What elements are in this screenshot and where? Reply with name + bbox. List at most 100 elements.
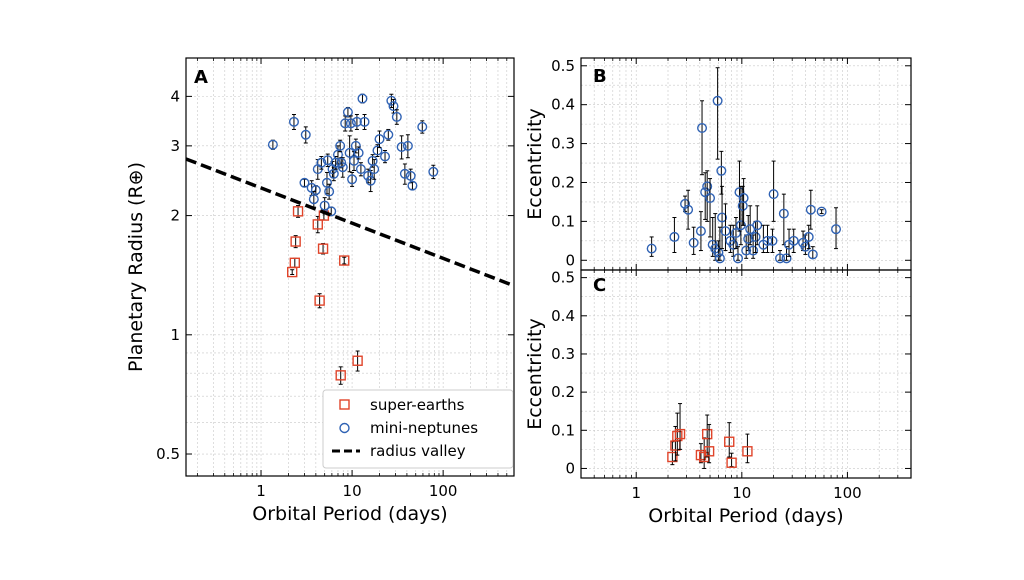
mini-neptune-point (720, 226, 731, 237)
super-earth-point (674, 428, 686, 440)
mini-neptune-point (267, 139, 278, 150)
mini-neptune-point (767, 235, 778, 246)
y-tick-label: 3 (170, 137, 180, 155)
mini-neptune-point (702, 181, 713, 192)
mini-neptune-point (775, 253, 786, 264)
super-earth-point (292, 206, 304, 217)
mini-neptune-point (355, 164, 366, 175)
mini-neptune-point (428, 166, 439, 177)
legend-label-mini-neptunes: mini-neptunes (370, 419, 478, 437)
mini-neptune-point (399, 168, 410, 179)
mini-neptune-point (380, 151, 391, 162)
y-axis-title: Planetary Radius (R⊕) (125, 162, 147, 372)
mini-neptune-point (322, 155, 333, 166)
mini-neptune-point (778, 208, 789, 219)
mini-neptune-point (402, 140, 413, 151)
mini-neptune-point (308, 194, 319, 205)
radius-valley-line (186, 157, 514, 288)
y-tick-label: 0.1 (551, 212, 575, 230)
mini-neptune-point (807, 249, 818, 260)
data-layer (646, 67, 842, 264)
mini-neptune-point (712, 95, 723, 106)
y-tick-label: 0.3 (551, 135, 575, 153)
mini-neptune-point (831, 224, 842, 235)
axes-frame (185, 57, 515, 477)
mini-neptune-point (737, 200, 748, 211)
y-tick-label: 0.2 (551, 173, 575, 191)
y-tick-label: 0.2 (551, 383, 575, 401)
y-axis-title: Eccentricity (524, 318, 546, 430)
super-earth-point (672, 430, 683, 442)
mini-neptune-point (351, 116, 362, 127)
mini-neptune-point (374, 134, 385, 145)
mini-neptune-point (336, 157, 347, 168)
panel-letter: B (593, 66, 607, 87)
mini-neptune-point (316, 157, 327, 168)
super-earth-point (352, 355, 363, 366)
x-tick-label: 1 (631, 484, 641, 502)
legend: super-earths mini-neptunes radius valley (322, 389, 514, 469)
x-axis-title: Orbital Period (days) (648, 505, 843, 527)
mini-neptune-point (353, 147, 364, 158)
mini-neptune-point (717, 212, 728, 223)
mini-neptune-point (646, 243, 657, 254)
data-layer (667, 403, 753, 469)
x-tick-label: 10 (732, 484, 751, 502)
x-tick-label: 10 (343, 482, 362, 500)
super-earth-point (289, 257, 301, 268)
y-tick-label: 0 (565, 459, 575, 477)
mini-neptune-point (800, 241, 811, 252)
mini-neptune-point (340, 118, 351, 129)
data-layer (186, 93, 514, 385)
mini-neptune-point (683, 204, 694, 215)
super-earth-point (290, 236, 301, 247)
legend-circle-marker (339, 422, 350, 434)
x-tick-label: 1 (256, 482, 266, 500)
mini-neptune-point (388, 101, 399, 112)
mini-neptune-point (803, 231, 814, 242)
mini-neptune-point (337, 162, 348, 173)
mini-neptune-point (688, 237, 699, 248)
x-tick-label: 100 (429, 482, 458, 500)
mini-neptune-point (816, 206, 827, 217)
super-earth-point (724, 436, 735, 447)
mini-neptune-point (741, 245, 752, 256)
y-tick-label: 0 (565, 251, 575, 269)
mini-neptune-point (417, 121, 428, 132)
mini-neptune-point (781, 253, 792, 264)
mini-neptune-point (695, 226, 706, 237)
mini-neptune-point (365, 175, 376, 186)
mini-neptune-point (347, 174, 358, 185)
mini-neptune-point (324, 186, 335, 197)
super-earth-point (335, 370, 346, 381)
mini-neptune-point (391, 111, 402, 122)
mini-neptune-point (372, 145, 383, 156)
mini-neptune-point (299, 177, 310, 188)
mini-neptune-point (369, 164, 380, 175)
legend-label-radius-valley: radius valley (370, 442, 466, 460)
mini-neptune-point (407, 180, 418, 191)
mini-neptune-point (342, 107, 353, 118)
y-tick-label: 0.4 (551, 307, 575, 325)
super-earth-point (742, 446, 753, 457)
mini-neptune-point (750, 231, 761, 242)
mini-neptune-point (405, 170, 416, 181)
y-tick-label: 4 (170, 87, 180, 105)
x-axis-title: Orbital Period (days) (252, 503, 447, 525)
mini-neptune-point (716, 165, 727, 176)
mini-neptune-point (732, 253, 743, 264)
mini-neptune-point (310, 185, 321, 196)
x-tick-label: 100 (833, 484, 862, 502)
mini-neptune-point (335, 140, 346, 151)
panel-c: 1 10 100 0 0.1 0.2 0.3 0.4 0.5 Orbital Period (da… (524, 269, 912, 527)
mini-neptune-point (363, 170, 374, 181)
mini-neptune-point (669, 231, 680, 242)
mini-neptune-point (730, 228, 741, 239)
y-tick-label: 0.4 (551, 96, 575, 114)
y-tick-label: 2 (170, 207, 180, 225)
mini-neptune-point (700, 187, 711, 198)
mini-neptune-point (788, 235, 799, 246)
y-tick-label: 0.5 (551, 269, 575, 287)
mini-neptune-point (705, 193, 716, 204)
